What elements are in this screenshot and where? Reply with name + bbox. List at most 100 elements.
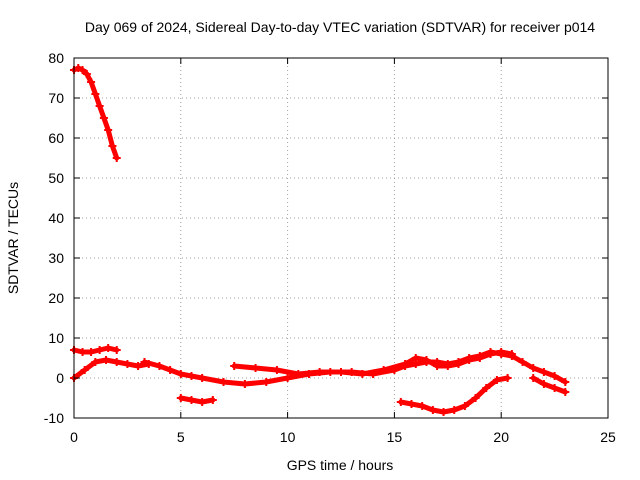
data-point [550, 384, 559, 392]
x-tick-label: 15 [387, 429, 403, 445]
data-point [176, 394, 185, 402]
data-point [198, 398, 207, 406]
data-point [78, 348, 87, 356]
y-tick-label: 0 [56, 370, 64, 386]
data-point [134, 362, 143, 370]
data-point [95, 102, 104, 110]
data-point [272, 366, 281, 374]
y-axis-label: SDTVAR / TECUs [5, 182, 21, 294]
data-point [439, 408, 448, 416]
data-point [454, 360, 463, 368]
data-point [91, 90, 100, 98]
data-point [198, 374, 207, 382]
y-tick-label: 70 [48, 90, 64, 106]
data-point [471, 394, 480, 402]
plot-frame [73, 57, 609, 419]
y-tick-label: 80 [48, 50, 64, 66]
x-tick-label: 5 [177, 429, 185, 445]
data-point [428, 406, 437, 414]
series-track-segment-5h [178, 395, 216, 405]
data-point [507, 350, 516, 358]
data-point [433, 362, 442, 370]
data-point [104, 126, 113, 134]
data-point [497, 348, 506, 356]
y-tick-labels: -10 0 10 20 30 40 50 60 70 80 [44, 50, 64, 426]
data-point [482, 384, 491, 392]
data-point [74, 64, 83, 72]
x-axis-label: GPS time / hours [287, 457, 394, 473]
data-point [104, 344, 113, 352]
data-point [529, 374, 538, 382]
grid-lines [74, 58, 608, 418]
data-point [155, 362, 164, 370]
data-point [87, 78, 96, 86]
data-point [550, 372, 559, 380]
data-point [294, 370, 303, 378]
data-point [95, 346, 104, 354]
data-series [70, 64, 570, 416]
data-point [80, 366, 89, 374]
y-tick-label: 20 [48, 290, 64, 306]
data-point [240, 380, 249, 388]
data-point [379, 366, 388, 374]
data-point [112, 154, 121, 162]
data-point [87, 348, 96, 356]
data-point [337, 368, 345, 376]
data-point [82, 70, 91, 78]
data-point [262, 378, 271, 386]
data-point [503, 374, 512, 382]
data-point [166, 366, 175, 374]
data-point [112, 346, 121, 354]
data-point [102, 356, 111, 364]
data-point [108, 142, 117, 150]
data-point [539, 380, 548, 388]
data-point [561, 378, 570, 386]
data-point [187, 396, 196, 404]
y-tick-label: 10 [48, 330, 64, 346]
x-tick-label: 20 [493, 429, 509, 445]
data-point [315, 368, 324, 376]
x-tick-label: 0 [70, 429, 78, 445]
data-point [539, 368, 548, 376]
data-point [230, 362, 239, 370]
data-point [112, 358, 121, 366]
y-tick-label: -10 [44, 410, 64, 426]
x-tick-labels: 0 5 10 15 20 25 [70, 429, 616, 445]
data-point [401, 360, 410, 368]
data-point [561, 388, 570, 396]
data-point [78, 66, 87, 74]
y-tick-label: 30 [48, 250, 64, 266]
data-point [396, 398, 405, 406]
data-point [529, 364, 538, 372]
y-tick-label: 60 [48, 130, 64, 146]
data-point [99, 114, 108, 122]
data-point [91, 358, 100, 366]
data-point [407, 400, 416, 408]
x-tick-label: 10 [280, 429, 296, 445]
data-point [251, 364, 260, 372]
data-point [465, 356, 474, 364]
data-point [358, 370, 367, 378]
axis-ticks [73, 57, 609, 419]
data-point [140, 358, 149, 366]
data-point [219, 378, 228, 386]
series-track-tail [530, 375, 568, 395]
data-point [418, 402, 427, 410]
data-point [460, 402, 469, 410]
data-point [492, 376, 501, 384]
chart-title: Day 069 of 2024, Sidereal Day-to-day VTE… [85, 19, 595, 35]
x-tick-label: 25 [600, 429, 616, 445]
data-point [518, 358, 527, 366]
data-point [450, 406, 459, 414]
data-point [486, 350, 495, 358]
data-point [443, 362, 452, 370]
data-point [187, 372, 196, 380]
data-point [176, 370, 185, 378]
data-point [208, 396, 217, 404]
data-point [475, 354, 484, 362]
y-tick-label: 50 [48, 170, 64, 186]
data-point [123, 360, 132, 368]
data-point [411, 354, 420, 362]
